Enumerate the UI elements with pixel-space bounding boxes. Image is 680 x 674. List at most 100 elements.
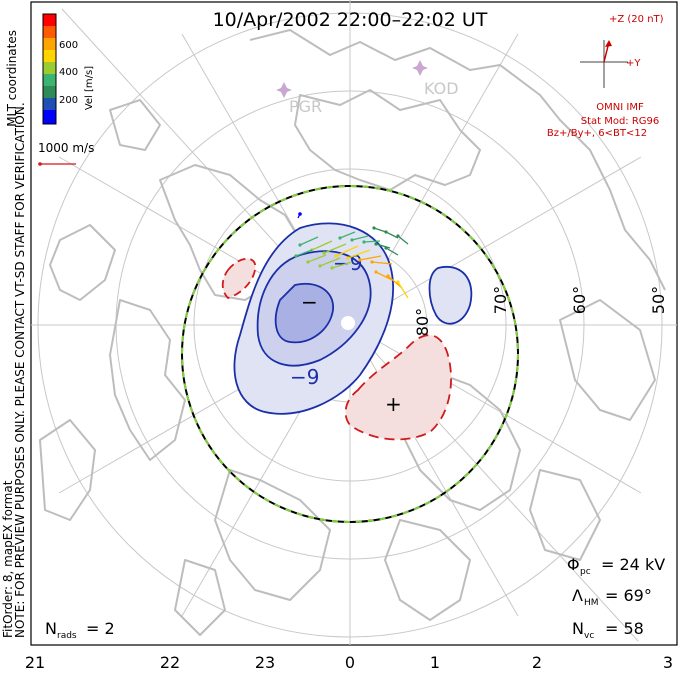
coastlines <box>39 29 666 636</box>
color-scale-swatch <box>43 74 56 86</box>
plot-title: 10/Apr/2002 22:00–22:02 UT <box>213 9 488 31</box>
nrads-symbol: N <box>45 619 57 638</box>
vector-origin <box>338 236 342 240</box>
velocity-vector <box>375 271 393 281</box>
color-scale-swatch <box>43 62 56 74</box>
lambda-value: = 69° <box>605 586 652 605</box>
stats-phi: Φ pc = 24 kV <box>567 555 665 577</box>
imf-y-label: +Y <box>626 58 641 69</box>
potential-max-marker: + <box>385 392 402 416</box>
velocity-vector <box>359 255 382 261</box>
nvc-value: = 58 <box>605 619 644 638</box>
mlt-axis: 21 22 23 0 1 2 3 <box>25 653 673 672</box>
phi-symbol: Φ <box>567 555 580 574</box>
color-scale-swatch <box>43 38 56 50</box>
stat-model-conditions: Bz+/By+, 6<BT<12 <box>547 128 647 139</box>
velocity-reference-origin <box>38 162 42 166</box>
mlt-tick-3: 3 <box>663 653 673 672</box>
negative-cell: −9 −9 − <box>233 222 473 415</box>
pos-contour-small <box>221 257 257 300</box>
nrads-subscript: rads <box>57 631 77 641</box>
velocity-vector <box>299 236 319 246</box>
coastline <box>39 419 96 521</box>
stations: PGR KOD <box>276 60 459 116</box>
latitude-label-50: 50° <box>649 286 668 314</box>
nvc-symbol: N <box>572 619 584 638</box>
pos-contour <box>344 334 452 441</box>
color-scale-swatch <box>43 26 56 38</box>
coordinate-system-label: MLT coordinates <box>5 30 19 127</box>
color-scale: 600 400 200 Vel [m/s] <box>42 13 95 125</box>
imf-indicator: +Z (20 nT) +Y OMNI IMF Stat Mod: RG96 Bz… <box>547 14 664 139</box>
hm-boundary <box>181 185 519 523</box>
latitude-label-80: 80° <box>413 308 432 336</box>
magnetic-pole <box>341 316 355 330</box>
vector-origin <box>372 226 376 230</box>
preview-note: NOTE: FOR PREVIEW PURPOSES ONLY. PLEASE … <box>13 102 27 638</box>
latitude-labels: 80° 70° 60° 50° <box>413 286 668 336</box>
velocity-vector <box>397 235 409 245</box>
coastline <box>394 369 521 511</box>
color-scale-tick-400: 400 <box>59 67 78 78</box>
vector-origin <box>318 264 322 268</box>
stats-nrads: N rads = 2 <box>45 619 115 641</box>
neg-contour-inner <box>274 282 334 344</box>
color-scale-label: Vel [m/s] <box>84 66 95 110</box>
station-label-pgr: PGR <box>289 97 322 116</box>
coastline <box>249 29 666 291</box>
fit-order-note: FitOrder: 8, mapEX format <box>1 480 15 638</box>
stats-lambda: Λ HM = 69° <box>572 586 652 608</box>
coastline <box>384 519 471 621</box>
velocity-vector <box>371 261 393 265</box>
vector-origin <box>346 256 350 260</box>
velocity-vector <box>323 243 347 254</box>
velocity-vector <box>335 245 359 257</box>
vector-origin <box>384 230 388 234</box>
mlt-tick-2: 2 <box>532 653 542 672</box>
stats-nvc: N vc = 58 <box>572 619 644 641</box>
color-scale-border <box>42 13 57 125</box>
station-marker-kod <box>412 60 428 76</box>
vector-origin <box>350 238 354 242</box>
vector-origin <box>386 274 390 278</box>
velocity-reference-label: 1000 m/s <box>38 141 94 155</box>
velocity-vectors <box>294 212 409 299</box>
lambda-symbol: Λ <box>572 586 583 605</box>
mlt-tick-23: 23 <box>255 653 275 672</box>
nvc-subscript: vc <box>584 631 594 641</box>
station-marker-pgr <box>276 82 292 98</box>
mlt-tick-21: 21 <box>25 653 45 672</box>
vector-origin <box>396 280 400 284</box>
neg-contour-label-2: −9 <box>290 365 319 389</box>
mlt-tick-0: 0 <box>345 653 355 672</box>
positive-cell: + <box>221 257 452 441</box>
color-scale-tick-200: 200 <box>59 95 78 106</box>
phi-subscript: pc <box>580 567 591 577</box>
coastline <box>109 299 186 461</box>
latitude-label-70: 70° <box>491 286 510 314</box>
color-scale-swatch <box>43 86 56 98</box>
imf-vector-arrowhead <box>605 40 612 47</box>
vector-origin <box>370 260 374 264</box>
velocity-vector <box>397 281 409 299</box>
imf-z-label: +Z (20 nT) <box>609 14 664 25</box>
velocity-vector <box>311 240 333 251</box>
vector-origin <box>358 258 362 262</box>
vector-origin <box>322 251 326 255</box>
nrads-value: = 2 <box>86 619 115 638</box>
vector-origin <box>306 260 310 264</box>
vector-row <box>298 236 393 265</box>
vector-row <box>338 226 409 256</box>
velocity-vector <box>373 227 387 233</box>
velocity-vector <box>385 247 399 256</box>
phi-value: = 24 kV <box>601 555 665 574</box>
stat-model: Stat Mod: RG96 <box>581 116 660 127</box>
velocity-vector <box>319 257 341 267</box>
velocity-vector <box>307 254 327 263</box>
color-scale-tick-600: 600 <box>59 40 78 51</box>
color-scale-swatch <box>43 14 56 26</box>
vector-origin <box>374 270 378 274</box>
vector-row <box>294 249 409 299</box>
coastline <box>109 99 161 151</box>
